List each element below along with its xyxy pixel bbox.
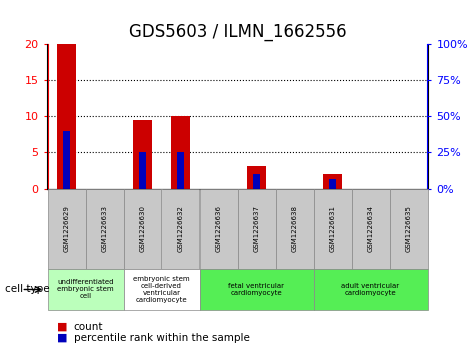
Text: ■: ■ [57, 333, 67, 343]
Bar [171, 116, 190, 189]
Bar [177, 152, 184, 189]
Text: GSM1226629: GSM1226629 [64, 205, 69, 252]
Text: GSM1226638: GSM1226638 [292, 205, 297, 252]
Text: GSM1226637: GSM1226637 [254, 205, 259, 252]
Bar [57, 44, 76, 189]
Text: GSM1226633: GSM1226633 [102, 205, 107, 252]
Bar [253, 174, 260, 189]
Bar [63, 131, 70, 189]
Bar [247, 166, 266, 189]
Text: undifferentiated
embryonic stem
cell: undifferentiated embryonic stem cell [57, 280, 114, 299]
Text: GSM1226631: GSM1226631 [330, 205, 335, 252]
Title: GDS5603 / ILMN_1662556: GDS5603 / ILMN_1662556 [129, 23, 346, 41]
Text: GSM1226635: GSM1226635 [406, 205, 411, 252]
Bar [323, 174, 342, 189]
Text: GSM1226634: GSM1226634 [368, 205, 373, 252]
Text: count: count [74, 322, 103, 332]
Text: percentile rank within the sample: percentile rank within the sample [74, 333, 249, 343]
Text: GSM1226630: GSM1226630 [140, 205, 145, 252]
Bar [133, 120, 152, 189]
Text: fetal ventricular
cardiomyocyte: fetal ventricular cardiomyocyte [228, 283, 285, 296]
Bar [329, 179, 336, 189]
Text: ■: ■ [57, 322, 67, 332]
Bar [139, 152, 146, 189]
Text: embryonic stem
cell-derived
ventricular
cardiomyocyte: embryonic stem cell-derived ventricular … [133, 276, 190, 303]
Text: GSM1226632: GSM1226632 [178, 205, 183, 252]
Text: adult ventricular
cardiomyocyte: adult ventricular cardiomyocyte [342, 283, 399, 296]
Text: cell type: cell type [5, 285, 49, 294]
Text: GSM1226636: GSM1226636 [216, 205, 221, 252]
